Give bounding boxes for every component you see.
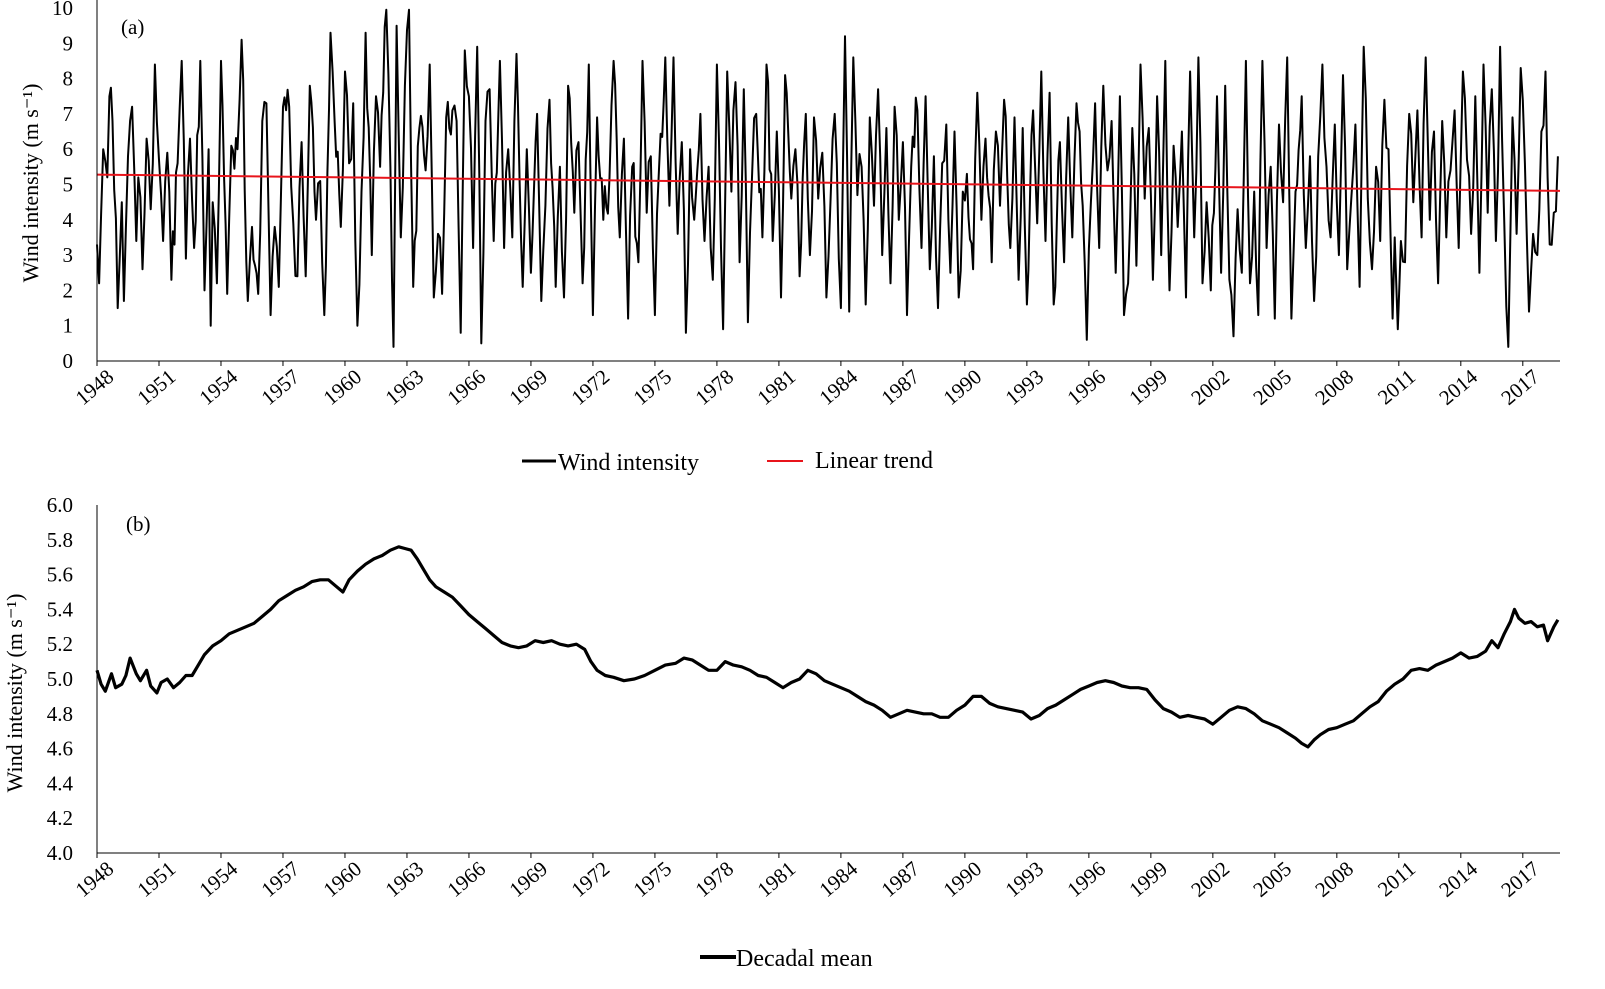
x-tick-label: 1969: [505, 856, 553, 901]
x-tick-label: 2005: [1248, 856, 1296, 901]
panel-b-legend: Decadal mean: [700, 946, 873, 972]
x-tick-label: 1975: [629, 364, 677, 409]
y-tick-label: 3: [63, 243, 74, 267]
legend-decadal-mean-label: Decadal mean: [736, 946, 873, 972]
x-tick-label: 1954: [195, 364, 243, 410]
x-tick-label: 1999: [1124, 856, 1172, 901]
x-tick-label: 1951: [133, 364, 181, 409]
x-tick-label: 1996: [1062, 856, 1110, 901]
x-tick-label: 1984: [815, 856, 863, 902]
y-tick-label: 5: [63, 173, 74, 197]
x-tick-label: 1999: [1124, 364, 1172, 409]
x-tick-label: 1948: [71, 364, 119, 409]
panel-a-y-axis-title: Wind intensity (m s⁻¹): [18, 84, 43, 283]
series-line-wind-intensity: [96, 8, 1559, 348]
panel-a-legend: Wind intensity Linear trend: [522, 448, 933, 476]
y-tick-label: 7: [63, 102, 74, 126]
x-tick-label: 1981: [753, 856, 801, 901]
legend-linear-trend-label: Linear trend: [815, 448, 933, 474]
y-tick-label: 6.0: [47, 493, 73, 517]
x-tick-label: 2014: [1434, 364, 1482, 410]
series-line-linear-trend: [96, 173, 1561, 192]
x-tick-label: 1963: [381, 856, 429, 901]
x-tick-label: 2014: [1434, 856, 1482, 902]
y-tick-label: 4.8: [47, 702, 73, 726]
x-tick-label: 2017: [1496, 856, 1544, 901]
x-tick-label: 1993: [1000, 364, 1048, 409]
y-tick-label: 5.6: [47, 563, 73, 587]
panel-a-series: [96, 8, 1561, 348]
x-tick-label: 2002: [1186, 364, 1234, 409]
x-tick-label: 1996: [1062, 364, 1110, 409]
x-tick-label: 1972: [567, 364, 615, 409]
y-tick-label: 4.4: [47, 771, 74, 795]
x-tick-label: 2005: [1248, 364, 1296, 409]
x-tick-label: 1969: [505, 364, 553, 409]
x-tick-label: 2008: [1310, 856, 1358, 901]
x-tick-label: 1966: [443, 856, 491, 901]
panel-b-x-ticks: 1948 1951 1954 1957 1960 1963 1966 1969 1972 1975…: [71, 853, 1544, 902]
x-tick-label: 2011: [1373, 364, 1420, 409]
panel-b: (b) 4.0 4.2 4.4 4.6 4.8 5.0 5.2 5.4 5.6 5.8 6.0 19…: [2, 493, 1560, 972]
y-tick-label: 0: [63, 349, 74, 373]
y-tick-label: 8: [63, 67, 74, 91]
x-tick-label: 2008: [1310, 364, 1358, 409]
panel-b-y-ticks: 4.0 4.2 4.4 4.6 4.8 5.0 5.2 5.4 5.6 5.8 6.0: [47, 493, 74, 865]
panel-a-label: (a): [121, 15, 144, 39]
x-tick-label: 1978: [691, 364, 739, 409]
x-tick-label: 1987: [877, 364, 925, 409]
x-tick-label: 2017: [1496, 364, 1544, 409]
x-tick-label: 1957: [257, 856, 305, 901]
y-tick-label: 2: [63, 278, 74, 302]
x-tick-label: 1987: [877, 856, 925, 901]
x-tick-label: 1990: [938, 856, 986, 901]
x-tick-label: 1978: [691, 856, 739, 901]
y-tick-label: 4.2: [47, 806, 73, 830]
panel-a-y-ticks: 0 1 2 3 4 5 6 7 8 9 10: [52, 0, 74, 373]
y-tick-label: 4: [63, 208, 74, 232]
x-tick-label: 2002: [1186, 856, 1234, 901]
x-tick-label: 1963: [381, 364, 429, 409]
y-tick-label: 9: [63, 31, 74, 55]
x-tick-label: 1972: [567, 856, 615, 901]
series-line-decadal-mean: [95, 545, 1560, 749]
x-tick-label: 1960: [319, 364, 367, 409]
x-tick-label: 1981: [753, 364, 801, 409]
x-tick-label: 1951: [133, 856, 181, 901]
x-tick-label: 1993: [1000, 856, 1048, 901]
y-tick-label: 4.0: [47, 841, 73, 865]
panel-b-series: [95, 545, 1560, 749]
x-tick-label: 2011: [1373, 856, 1420, 901]
y-tick-label: 5.8: [47, 528, 73, 552]
x-tick-label: 1954: [195, 856, 243, 902]
x-tick-label: 1984: [815, 364, 863, 410]
x-tick-label: 1990: [938, 364, 986, 409]
x-tick-label: 1966: [443, 364, 491, 409]
x-tick-label: 1957: [257, 364, 305, 409]
panel-b-label: (b): [126, 512, 151, 536]
panel-a-x-ticks: 1948 1951 1954 1957 1960 1963 1966 1969 1972 1975…: [71, 361, 1544, 410]
y-tick-label: 6: [63, 137, 74, 161]
legend-wind-intensity-label: Wind intensity: [558, 450, 699, 476]
panel-a: (a) 0 1 2 3 4 5 6 7 8 9 10 1948 1951 1954 1957 1960 196…: [18, 0, 1561, 476]
x-tick-label: 1948: [71, 856, 119, 901]
panel-b-y-axis-title: Wind intensity (m s⁻¹): [2, 594, 27, 793]
y-tick-label: 5.2: [47, 632, 73, 656]
y-tick-label: 4.6: [47, 737, 73, 761]
x-tick-label: 1975: [629, 856, 677, 901]
y-tick-label: 5.4: [47, 597, 74, 621]
y-tick-label: 5.0: [47, 667, 73, 691]
y-tick-label: 1: [63, 314, 74, 338]
x-tick-label: 1960: [319, 856, 367, 901]
y-tick-label: 10: [52, 0, 73, 20]
